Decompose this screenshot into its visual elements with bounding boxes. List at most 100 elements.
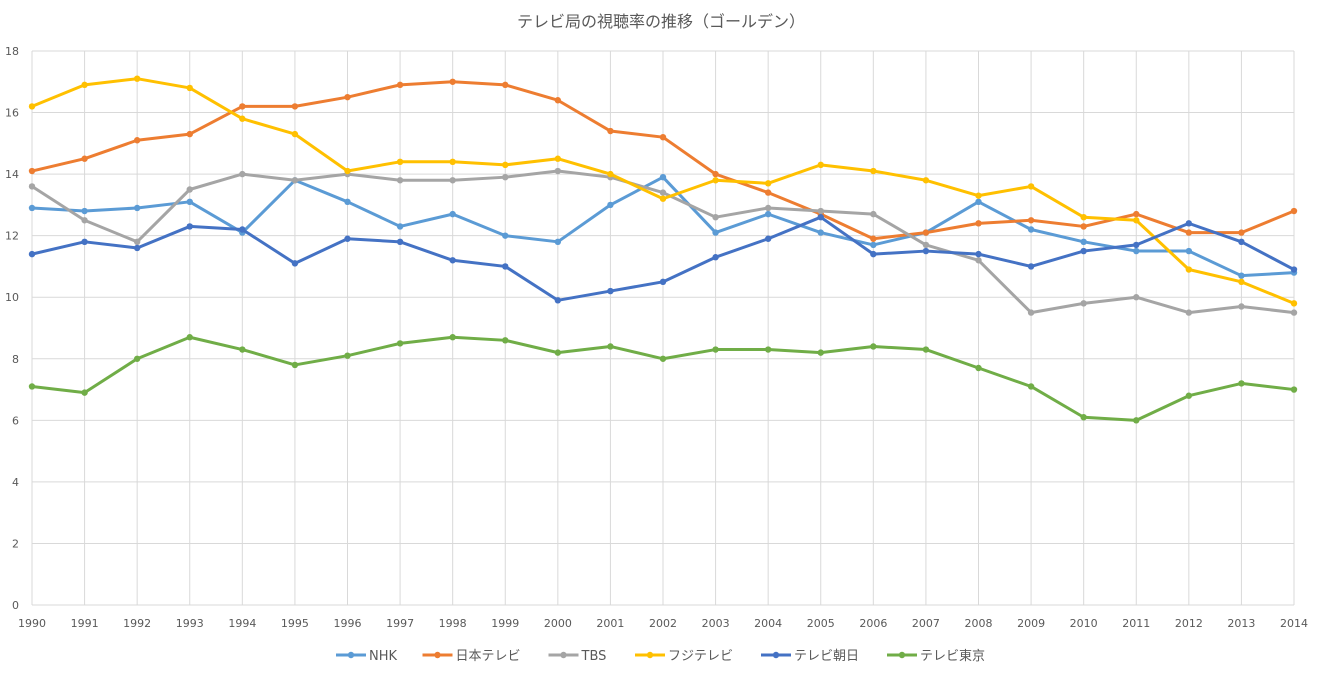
data-point [449,257,456,264]
data-point [1133,294,1140,301]
data-point [1238,238,1245,246]
data-point [344,93,351,101]
data-point [1027,183,1035,190]
data-point [975,257,982,264]
data-point [764,210,772,218]
legend-label: フジテレビ [668,649,733,664]
data-point [607,127,614,135]
data-point [712,170,719,178]
x-tick-label: 2005 [807,617,835,630]
data-point [870,250,877,258]
data-point [186,223,193,230]
data-point [1290,386,1298,393]
data-point [1185,392,1193,399]
data-point [1027,217,1035,224]
x-tick-label: 2001 [596,617,624,630]
data-point [396,158,404,165]
data-point [554,167,562,175]
y-tick-label: 18 [5,45,19,58]
data-point [396,340,404,347]
data-point [1080,414,1087,421]
data-point [344,352,351,359]
y-tick-label: 16 [5,107,19,120]
y-tick-label: 14 [5,168,19,181]
data-point [764,189,772,196]
x-tick-label: 2012 [1175,617,1203,630]
data-point [1290,309,1298,316]
data-point [1027,226,1035,233]
legend-entry: NHK [336,649,398,664]
data-point [502,337,509,344]
data-point [1133,217,1140,224]
data-point [81,217,88,224]
data-point [449,78,456,85]
data-point [554,97,562,104]
data-point [975,250,982,258]
x-tick-label: 1991 [71,617,99,630]
y-tick-label: 6 [12,414,19,427]
data-point [659,278,667,286]
data-point [712,346,719,353]
data-point [817,229,824,236]
data-point [502,173,509,181]
data-point [607,343,614,350]
data-point [1027,309,1035,316]
data-point [81,389,88,396]
data-point [239,226,246,233]
x-tick-label: 1990 [18,617,46,630]
data-point [1185,309,1193,316]
data-point [922,177,930,184]
data-point [133,355,141,362]
data-point [239,170,246,178]
x-tick-label: 2003 [702,617,730,630]
legend-entry: フジテレビ [635,649,733,664]
data-point [712,229,719,236]
data-point [1133,241,1140,249]
x-tick-label: 1992 [123,617,151,630]
data-point [1027,383,1035,390]
data-point [975,198,982,206]
series-4 [28,214,1298,304]
x-tick-label: 1998 [439,617,467,630]
x-tick-label: 2008 [965,617,993,630]
x-tick-label: 2004 [754,617,782,630]
data-point [502,263,509,270]
data-point [607,201,614,209]
data-point [554,238,562,246]
data-point [975,364,982,372]
data-point [712,214,719,221]
data-point [449,334,456,341]
legend-entry: テレビ東京 [887,648,985,664]
data-point [1080,247,1087,255]
data-point [396,223,404,230]
axis-layer: 0 2 4 6 8 10 12 14 16 18 1990 1991 1992 1993 1994 1995 1… [5,45,1308,630]
data-point [1238,380,1245,387]
data-point [607,170,614,178]
x-tick-label: 1999 [491,617,519,630]
data-point [659,133,667,141]
x-tick-label: 2013 [1227,617,1255,630]
data-point [1238,278,1245,286]
data-point [870,210,877,218]
data-point [186,130,193,138]
data-point [1080,300,1087,307]
y-tick-label: 2 [12,537,19,550]
y-tick-label: 0 [12,599,19,612]
legend-label: 日本テレビ [456,649,521,664]
legend-marker [898,651,906,659]
data-point [28,250,36,258]
x-tick-label: 2007 [912,617,940,630]
legend-marker [347,651,355,659]
y-tick-label: 8 [12,353,19,366]
data-point [1185,229,1193,236]
data-point [449,210,456,218]
data-point [1185,220,1193,227]
data-point [1185,247,1193,255]
x-tick-label: 1994 [228,617,256,630]
data-point [554,349,562,356]
data-point [28,383,36,390]
data-point [1080,214,1087,221]
data-point [449,177,456,184]
